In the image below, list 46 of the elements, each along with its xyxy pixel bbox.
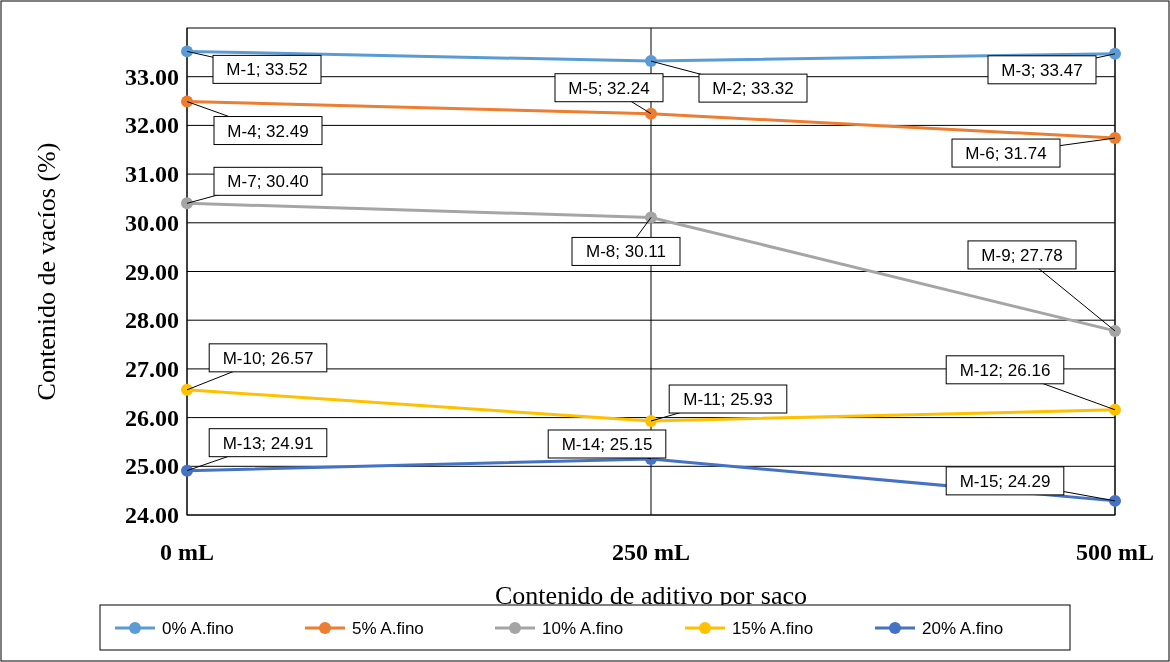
point (181, 464, 193, 477)
y-axis-title: Contenido de vacíos (%) (32, 142, 61, 401)
y-tick-label: 32.00 (125, 112, 179, 139)
data-label: M-10; 26.57 (222, 348, 314, 368)
y-tick-label: 28.00 (125, 307, 179, 334)
data-label: M-15; 24.29 (959, 471, 1051, 491)
y-tick-label: 26.00 (125, 404, 179, 431)
legend-label: 5% A.fino (352, 619, 424, 638)
y-tick-label: 31.00 (125, 161, 179, 188)
data-label: M-5; 32.24 (568, 78, 650, 98)
legend-label: 15% A.fino (732, 619, 814, 638)
point (1109, 47, 1121, 60)
data-label: M-12; 26.16 (959, 360, 1051, 380)
data-label: M-1; 33.52 (226, 60, 308, 80)
data-label: M-7; 30.40 (227, 172, 309, 192)
data-label: M-11; 25.93 (683, 390, 773, 410)
legend-label: 20% A.fino (922, 619, 1004, 638)
data-label: M-6; 31.74 (965, 144, 1047, 164)
data-label: M-13; 24.91 (222, 433, 314, 453)
legend-label: 10% A.fino (542, 619, 624, 638)
x-tick-label: 0 mL (160, 539, 214, 565)
y-tick-label: 30.00 (125, 209, 179, 236)
point (645, 415, 657, 428)
data-label: M-4; 32.49 (227, 121, 309, 141)
point (181, 383, 193, 396)
y-tick-label: 25.00 (125, 453, 179, 480)
data-label: M-3; 33.47 (1001, 60, 1083, 80)
point (645, 107, 657, 120)
data-label: M-8; 30.11 (585, 242, 667, 262)
x-tick-label: 250 mL (612, 539, 690, 565)
data-label: M-2; 33.32 (712, 79, 794, 99)
y-tick-label: 24.00 (125, 502, 179, 528)
point (1109, 403, 1121, 416)
point (181, 197, 193, 210)
point (1109, 494, 1121, 507)
y-tick-label: 29.00 (125, 258, 179, 285)
data-label: M-14; 25.15 (561, 434, 653, 454)
y-tick-label: 27.00 (125, 355, 179, 382)
point (181, 45, 193, 58)
data-label: M-9; 27.78 (981, 245, 1063, 265)
point (1109, 324, 1121, 337)
y-tick-label: 33.00 (125, 63, 179, 90)
point (645, 55, 657, 68)
point (1109, 132, 1121, 145)
legend-label: 0% A.fino (162, 619, 234, 638)
x-tick-label: 500 mL (1076, 539, 1154, 565)
